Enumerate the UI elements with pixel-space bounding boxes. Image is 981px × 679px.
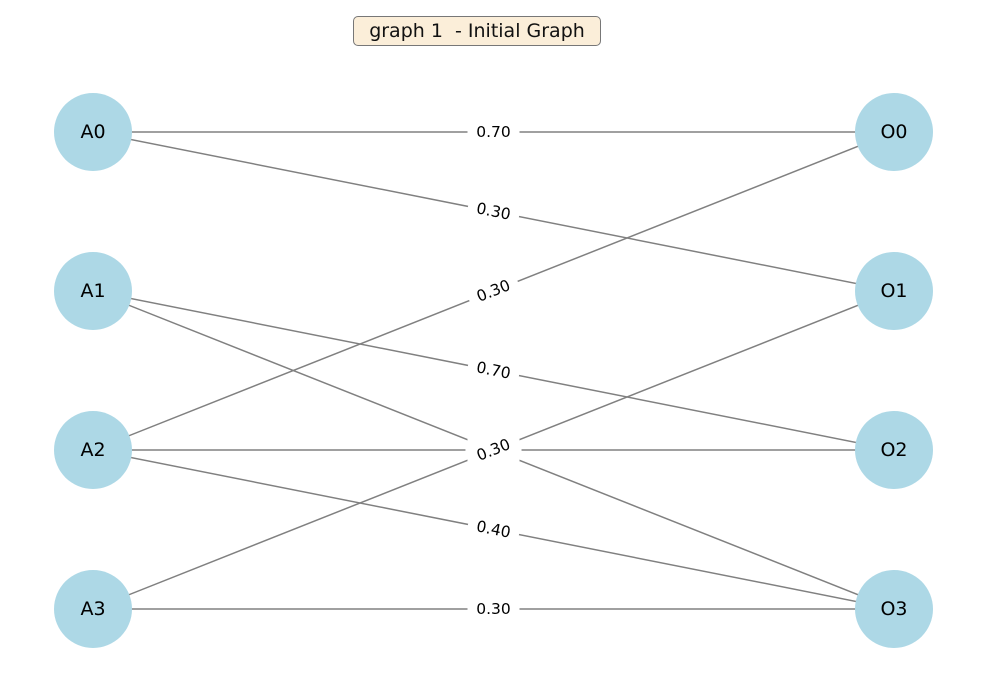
edge-weight-label: 0.30 [465,195,522,228]
node-a3: A3 [54,570,132,648]
node-circle [855,252,933,330]
node-a0: A0 [54,93,132,171]
edge-weight-label: 0.30 [467,598,520,620]
nodes-layer: A0 A1 A2 A3 O0 O1 O2 O3 [54,93,933,648]
node-circle [54,93,132,171]
node-circle [54,411,132,489]
node-o3: O3 [855,570,933,648]
node-label: O0 [880,121,907,143]
weight-label-background [467,598,520,620]
edge-weight-label: 0.30 [465,271,522,311]
node-label: O2 [880,439,907,461]
node-label: A3 [80,598,105,620]
node-o2: O2 [855,411,933,489]
node-label: O1 [880,280,907,302]
weight-labels-layer: 0.700.300.700.300.300.300.400.300.30 [465,121,522,620]
node-a2: A2 [54,411,132,489]
weight-label-background [465,513,522,546]
weight-label-text: 0.70 [476,123,511,141]
node-circle [855,93,933,171]
weight-label-background [465,354,522,387]
node-label: A0 [80,121,105,143]
weight-label-background [467,121,520,143]
node-circle [855,411,933,489]
node-o0: O0 [855,93,933,171]
weight-label-text: 0.30 [476,600,511,618]
node-o1: O1 [855,252,933,330]
node-label: A1 [80,280,105,302]
edge-weight-label: 0.70 [465,354,522,387]
edge-weight-label: 0.40 [465,513,522,546]
node-label: A2 [80,439,105,461]
weight-label-background [465,430,522,470]
node-circle [54,252,132,330]
graph-title: graph 1 - Initial Graph [353,16,601,46]
edge-weight-label: 0.70 [467,121,520,143]
node-circle [855,570,933,648]
node-circle [54,570,132,648]
node-label: O3 [880,598,907,620]
weight-label-background [465,271,522,311]
weight-label-background [465,195,522,228]
node-a1: A1 [54,252,132,330]
